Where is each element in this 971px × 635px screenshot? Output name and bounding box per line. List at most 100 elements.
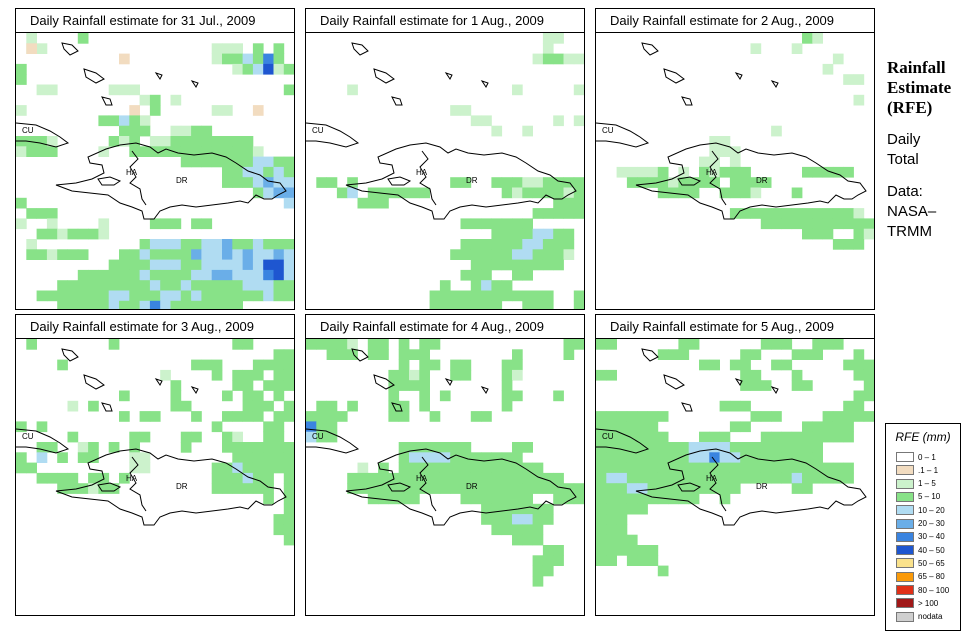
rainfall-cell (77, 483, 89, 494)
rainfall-cell (678, 177, 690, 188)
rainfall-cell (812, 208, 823, 219)
rainfall-cell (180, 136, 192, 147)
rainfall-cell (843, 421, 854, 433)
rainfall-cell (222, 300, 233, 309)
rainfall-cell (481, 239, 492, 250)
rainfall-cell (242, 146, 254, 157)
rainfall-cell (252, 53, 264, 65)
rainfall-cell (398, 339, 410, 350)
legend-label: > 100 (918, 598, 939, 608)
rainfall-cell (283, 380, 294, 391)
rainfall-cell (522, 125, 533, 137)
rainfall-cell (129, 280, 140, 291)
label-cu: CU (22, 126, 34, 135)
rainfall-cell (222, 43, 233, 54)
rainfall-cell (853, 411, 865, 422)
legend-label: 0 – 1 (918, 452, 936, 462)
rainfall-cell (273, 156, 285, 168)
rainfall-cell (263, 269, 274, 281)
rainfall-cell (129, 269, 140, 281)
rainfall-cell (470, 239, 482, 250)
rainfall-cell (119, 300, 130, 309)
rainfall-cell (719, 472, 731, 484)
rainfall-cell (283, 259, 294, 271)
rainfall-cell (596, 431, 607, 443)
rainfall-cell (398, 380, 410, 391)
coast-border (129, 456, 147, 512)
rainfall-cell (637, 503, 648, 515)
coast-gonave (97, 482, 122, 492)
side-nasa: NASA– (887, 203, 937, 220)
rainfall-cell (532, 555, 544, 566)
legend-item: 5 – 10 (896, 491, 940, 502)
rainfall-cell (77, 280, 89, 291)
rainfall-cell (522, 483, 533, 494)
rainfall-cell (77, 300, 89, 309)
rainfall-cell (201, 146, 213, 157)
rainfall-cell (781, 208, 793, 219)
coast-is3 (391, 96, 403, 106)
rainfall-cell (232, 239, 243, 250)
rainfall-cell (512, 483, 523, 494)
coast-is1 (61, 348, 79, 362)
rainfall-cell (46, 290, 58, 302)
rainfall-cell (409, 483, 420, 494)
rainfall-cell (139, 462, 151, 474)
rainfall-cell (119, 411, 130, 422)
rainfall-cell (563, 228, 575, 240)
legend-swatch (896, 598, 914, 609)
rainfall-cell (273, 359, 285, 371)
rainfall-cell (740, 462, 751, 474)
rainfall-cell (760, 339, 772, 350)
rainfall-cell (170, 290, 182, 302)
rainfall-cell (688, 483, 700, 494)
legend-swatch (896, 452, 914, 462)
rainfall-cell (647, 442, 659, 453)
rainfall-cell (822, 431, 834, 443)
rainfall-cell (791, 442, 803, 453)
rainfall-cell (501, 359, 513, 371)
panel-title: Daily Rainfall estimate for 5 Aug., 2009 (595, 314, 875, 339)
rainfall-cell (699, 483, 710, 494)
rainfall-cell (283, 400, 294, 412)
rainfall-cell (57, 280, 68, 291)
rainfall-cell (750, 452, 762, 463)
rainfall-cell (252, 259, 264, 271)
rainfall-cell (501, 462, 513, 474)
rainfall-cell (252, 442, 264, 453)
rainfall-cell (657, 431, 669, 443)
rainfall-cell (367, 493, 379, 505)
rainfall-cell (252, 411, 264, 422)
rainfall-cell (542, 43, 554, 54)
rainfall-cell (616, 534, 628, 546)
legend-swatch (896, 611, 914, 622)
rainfall-cell (491, 125, 503, 137)
rainfall-cell (419, 359, 430, 371)
coast-cuba (16, 122, 70, 148)
rainfall-cell (429, 411, 441, 422)
rainfall-cell (273, 462, 285, 474)
rainfall-cell (283, 534, 294, 546)
rainfall-cell (657, 349, 669, 360)
rainfall-cell (542, 472, 554, 484)
rainfall-cell (326, 400, 338, 412)
rainfall-cell (149, 300, 161, 309)
rainfall-cell (626, 545, 638, 556)
rainfall-cell (771, 218, 782, 230)
rainfall-cell (398, 472, 410, 484)
rainfall-map: CU HA DR (595, 338, 875, 616)
rainfall-cell (668, 462, 679, 474)
rainfall-cell (398, 411, 410, 422)
rainfall-cell (149, 290, 161, 302)
rainfall-cell (522, 493, 533, 505)
rainfall-cell (729, 177, 741, 188)
rainfall-cell (222, 280, 233, 291)
rainfall-cell (283, 280, 294, 291)
rainfall-cell (832, 53, 844, 65)
rainfall-cell (283, 472, 294, 484)
rainfall-cell (160, 259, 171, 271)
rainfall-cell (108, 290, 120, 302)
rainfall-cell (532, 483, 544, 494)
rainfall-cell (573, 197, 584, 209)
rainfall-cell (573, 177, 584, 188)
